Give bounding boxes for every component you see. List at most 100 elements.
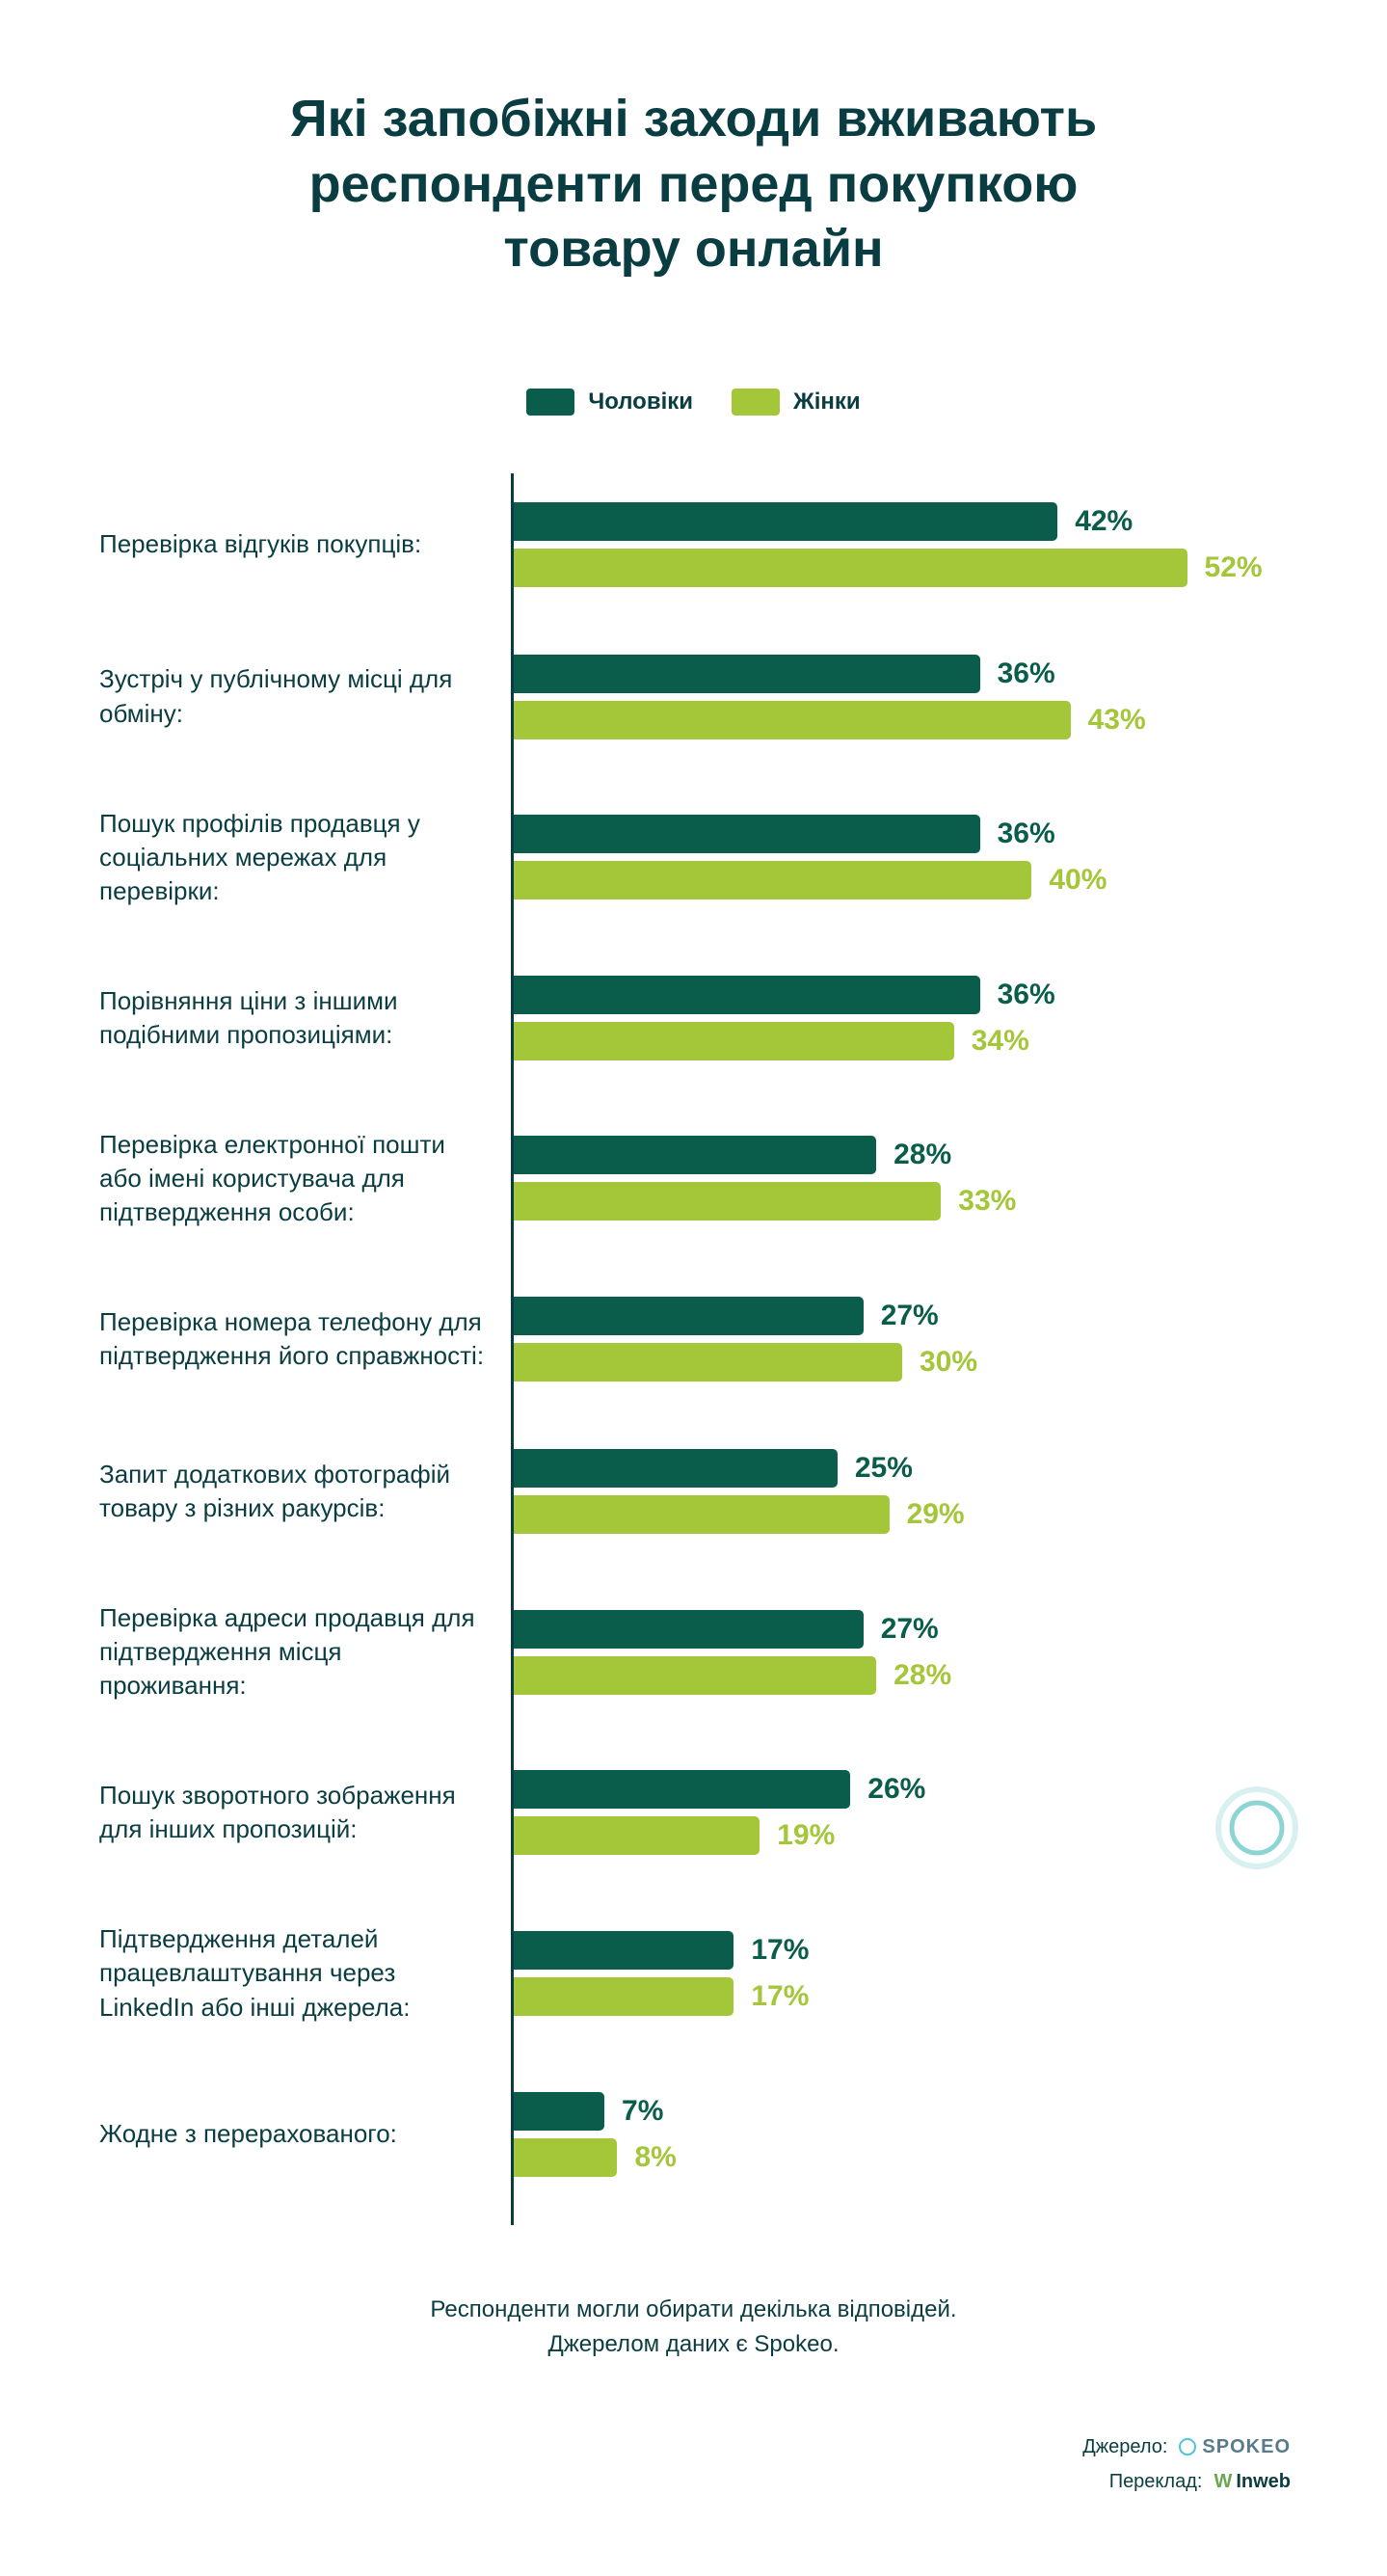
footnote: Респонденти могли обирати декілька відпо… <box>96 2293 1291 2362</box>
bar-value: 29% <box>907 1498 965 1531</box>
bar-value: 34% <box>972 1025 1029 1058</box>
bar-group: 7%8% <box>514 2092 1291 2177</box>
legend: Чоловіки Жінки <box>96 389 1291 416</box>
bar-wrap: 8% <box>514 2138 1291 2177</box>
chart-rows: Перевірка відгуків покупців:42%52%Зустрі… <box>511 473 1291 2225</box>
spokeo-logo: SPOKEO <box>1179 2429 1291 2464</box>
bar-group: 27%30% <box>514 1297 1291 1382</box>
bar <box>514 1136 876 1174</box>
bar <box>514 549 1187 587</box>
bar-wrap: 27% <box>514 1610 1291 1649</box>
bar-group: 27%28% <box>514 1610 1291 1695</box>
bar <box>514 2138 617 2177</box>
bar-value: 36% <box>998 818 1055 850</box>
bar-value: 33% <box>958 1185 1016 1218</box>
bar-wrap: 36% <box>514 655 1291 693</box>
bar-value: 25% <box>855 1452 913 1485</box>
chart-row: Запит додаткових фотографій товару з різ… <box>99 1449 1291 1534</box>
bar-wrap: 25% <box>514 1449 1291 1488</box>
bar <box>514 1770 850 1809</box>
bar-wrap: 30% <box>514 1343 1291 1382</box>
chart-row: Підтвердження деталей працевлаштування ч… <box>99 1922 1291 2024</box>
category-label: Перевірка адреси продавця для підтвердже… <box>99 1601 514 1703</box>
bar-group: 42%52% <box>514 502 1291 587</box>
legend-item: Чоловіки <box>526 389 693 416</box>
bar-wrap: 19% <box>514 1816 1291 1855</box>
bar-group: 36%34% <box>514 976 1291 1060</box>
category-label: Запит додаткових фотографій товару з різ… <box>99 1458 514 1525</box>
category-label: Підтвердження деталей працевлаштування ч… <box>99 1922 514 2024</box>
bar-wrap: 52% <box>514 549 1291 587</box>
bar-wrap: 29% <box>514 1495 1291 1534</box>
bar <box>514 1182 941 1221</box>
bar-wrap: 34% <box>514 1022 1291 1060</box>
legend-swatch <box>526 389 574 416</box>
bar-wrap: 28% <box>514 1656 1291 1695</box>
bar <box>514 1022 954 1060</box>
bar-wrap: 42% <box>514 502 1291 541</box>
bar <box>514 976 980 1014</box>
bar <box>514 815 980 853</box>
category-label: Порівняння ціни з іншими подібними пропо… <box>99 984 514 1052</box>
bar <box>514 1816 760 1855</box>
bar-value: 27% <box>881 1300 939 1332</box>
bar <box>514 1977 734 2016</box>
bar-value: 28% <box>894 1139 951 1171</box>
bar-wrap: 7% <box>514 2092 1291 2131</box>
chart-title: Які запобіжні заходи вживаютьреспонденти… <box>96 87 1291 282</box>
spokeo-circle-icon <box>1179 2438 1196 2455</box>
category-label: Перевірка відгуків покупців: <box>99 527 514 561</box>
bar-value: 17% <box>751 1934 809 1967</box>
chart-row: Перевірка адреси продавця для підтвердже… <box>99 1601 1291 1703</box>
bar <box>514 655 980 693</box>
bar-wrap: 17% <box>514 1977 1291 2016</box>
bar <box>514 861 1031 899</box>
bar <box>514 2092 604 2131</box>
bar-value: 52% <box>1205 551 1263 584</box>
chart-row: Пошук профілів продавця у соціальних мер… <box>99 807 1291 908</box>
chart-row: Перевірка відгуків покупців:42%52% <box>99 502 1291 587</box>
bar-wrap: 28% <box>514 1136 1291 1174</box>
bar-wrap: 36% <box>514 976 1291 1014</box>
bar-value: 19% <box>777 1819 835 1852</box>
bar-wrap: 33% <box>514 1182 1291 1221</box>
bar-value: 30% <box>920 1346 977 1379</box>
source-label: Джерело: <box>1082 2429 1167 2464</box>
bar-wrap: 36% <box>514 815 1291 853</box>
bar-group: 28%33% <box>514 1136 1291 1221</box>
translation-label: Переклад: <box>1109 2464 1203 2499</box>
chart-row: Перевірка номера телефону для підтвердже… <box>99 1297 1291 1382</box>
bar-group: 25%29% <box>514 1449 1291 1534</box>
credits: Джерело: SPOKEO Переклад: WInweb <box>96 2429 1291 2499</box>
bar-value: 43% <box>1088 704 1146 737</box>
chart-row: Перевірка електронної пошти або імені ко… <box>99 1128 1291 1229</box>
category-label: Перевірка номера телефону для підтвердже… <box>99 1305 514 1373</box>
category-label: Перевірка електронної пошти або імені ко… <box>99 1128 514 1229</box>
bar <box>514 1343 902 1382</box>
bar-value: 36% <box>998 979 1055 1011</box>
bar-group: 36% 43% <box>514 655 1291 739</box>
bar-value: 27% <box>881 1613 939 1646</box>
bar <box>514 1656 876 1695</box>
bar-wrap: 43% <box>514 701 1291 739</box>
legend-label: Чоловіки <box>588 389 693 416</box>
bar-value: 28% <box>894 1659 951 1692</box>
bar-value: 7% <box>622 2095 663 2128</box>
bar-group: 17%17% <box>514 1931 1291 2016</box>
bar-value: 36% <box>998 657 1055 690</box>
chart-row: Пошук зворотного зображення для інших пр… <box>99 1770 1291 1855</box>
bar-value: 17% <box>751 1980 809 2013</box>
chart-row: Порівняння ціни з іншими подібними пропо… <box>99 976 1291 1060</box>
bar-group: 26%19% <box>514 1770 1291 1855</box>
bar <box>514 1610 864 1649</box>
chart-row: Жодне з перерахованого:7%8% <box>99 2092 1291 2177</box>
bar-group: 36%40% <box>514 815 1291 899</box>
inweb-w-icon: W <box>1214 2464 1232 2499</box>
legend-item: Жінки <box>732 389 861 416</box>
bar <box>514 1449 838 1488</box>
bar-wrap: 40% <box>514 861 1291 899</box>
category-label: Пошук профілів продавця у соціальних мер… <box>99 807 514 908</box>
bar-wrap: 17% <box>514 1931 1291 1970</box>
chart-row: Зустріч у публічному місці для обміну:36… <box>99 655 1291 739</box>
bar-wrap: 26% <box>514 1770 1291 1809</box>
